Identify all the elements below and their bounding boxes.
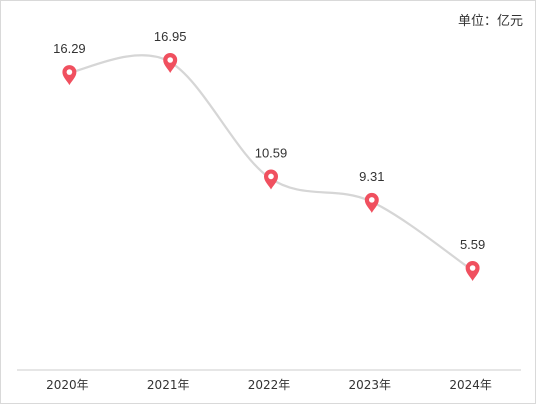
map-pin-hole [469,265,476,271]
map-pin-hole [66,69,73,75]
map-pin-icon [62,65,77,86]
x-tick-label: 2023年 [349,378,392,392]
data-label: 5.59 [460,237,485,252]
map-pin-hole [369,197,375,203]
data-label: 16.95 [154,29,187,44]
map-pin-hole [268,173,274,180]
map-pin-hole [167,57,173,63]
data-point-marker [163,53,178,73]
x-tick-label: 2024年 [449,378,492,392]
data-label: 16.29 [53,41,86,56]
data-point-marker [62,65,77,86]
map-pin-icon [364,192,379,213]
map-pin-icon [465,261,480,281]
data-point-marker [465,261,480,281]
x-tick-label: 2020年 [46,378,89,392]
data-label: 9.31 [359,169,384,184]
data-point-marker [364,192,379,213]
map-pin-icon [163,53,178,73]
data-label: 10.59 [255,145,288,160]
series-line [66,54,472,271]
x-tick-label: 2021年 [147,378,190,392]
data-point-marker [264,169,278,190]
unit-label: 单位：亿元 [457,14,523,29]
map-pin-icon [264,169,278,190]
x-tick-label: 2022年 [248,378,291,392]
